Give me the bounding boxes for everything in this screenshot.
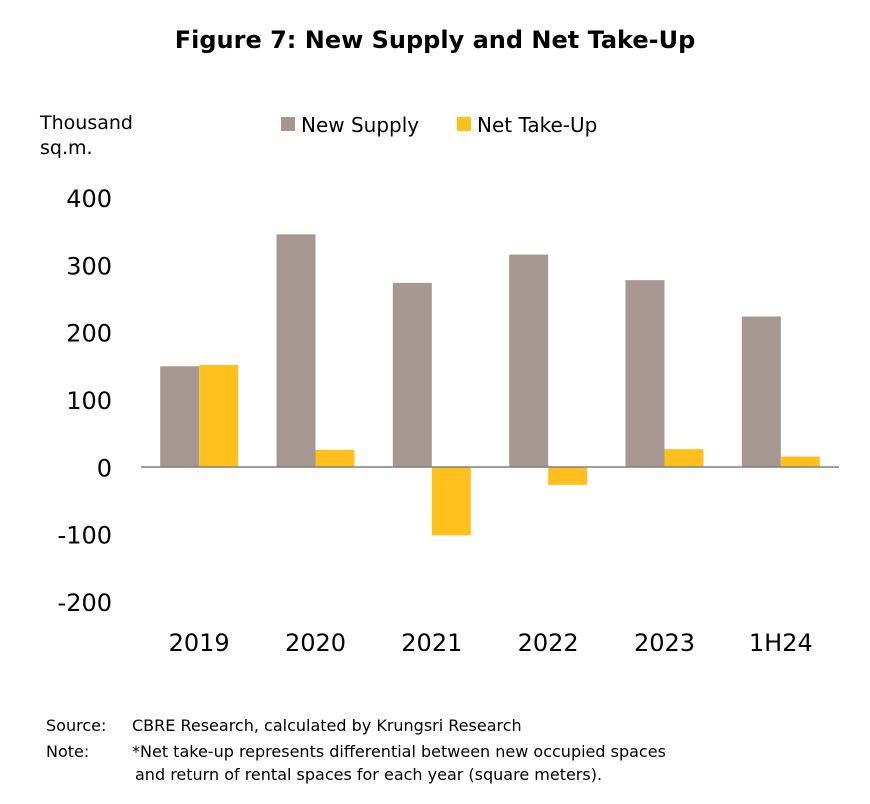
y-tick-label: 400 [66,185,112,213]
legend-label: New Supply [301,113,419,137]
legend: New Supply Net Take-Up [281,113,597,137]
bar-chart: New Supply Net Take-Up 400 300 200 100 0 -100 -… [58,113,839,657]
y-axis-ticks: 400 300 200 100 0 -100 -200 [58,185,112,617]
legend-swatch [281,117,295,131]
x-tick-label: 1H24 [749,629,813,657]
y-unit-label-line-2: sq.m. [40,137,93,159]
legend-label: Net Take-Up [477,113,597,137]
bar-net-take-up-2022 [548,467,588,485]
y-tick-label: 300 [66,252,112,280]
bar-net-take-up-2023 [664,449,704,468]
bar-net-take-up-2020 [315,449,355,468]
legend-swatch [457,117,471,131]
y-unit-label-line-1: Thousand [40,112,133,134]
source-key: Source: [46,716,107,735]
y-tick-label: 200 [66,320,112,348]
x-tick-label: 2021 [401,629,462,657]
bar-new-supply-2023 [625,280,665,468]
note-key: Note: [46,742,90,761]
note-text-line-2: and return of rental spaces for each yea… [135,765,603,784]
bar-new-supply-2020 [276,234,316,468]
bar-net-take-up-2021 [431,467,471,536]
x-tick-label: 2023 [634,629,695,657]
source-line: Source: CBRE Research, calculated by Krun… [46,715,522,737]
y-tick-label: -100 [58,522,112,550]
y-tick-label: -200 [58,589,112,617]
bar-new-supply-2019 [160,366,200,468]
x-tick-label: 2020 [285,629,346,657]
bar-new-supply-2021 [392,282,432,468]
y-tick-label: 0 [97,454,112,482]
bar-net-take-up-1h24 [780,456,820,468]
bar-new-supply-1h24 [741,316,781,468]
bar-net-take-up-2019 [199,364,239,468]
note-text-line-1: *Net take-up represents differential bet… [132,742,666,761]
x-axis-ticks: 2019 2020 2021 2022 2023 1H24 [169,629,813,657]
bars [160,234,820,536]
x-tick-label: 2022 [518,629,579,657]
note-line: Note: *Net take-up represents differentia… [46,741,666,763]
x-tick-label: 2019 [169,629,230,657]
bar-new-supply-2022 [509,254,549,468]
y-tick-label: 100 [66,387,112,415]
source-text: CBRE Research, calculated by Krungsri Re… [132,716,522,735]
chart-title: Figure 7: New Supply and Net Take-Up [174,26,696,54]
